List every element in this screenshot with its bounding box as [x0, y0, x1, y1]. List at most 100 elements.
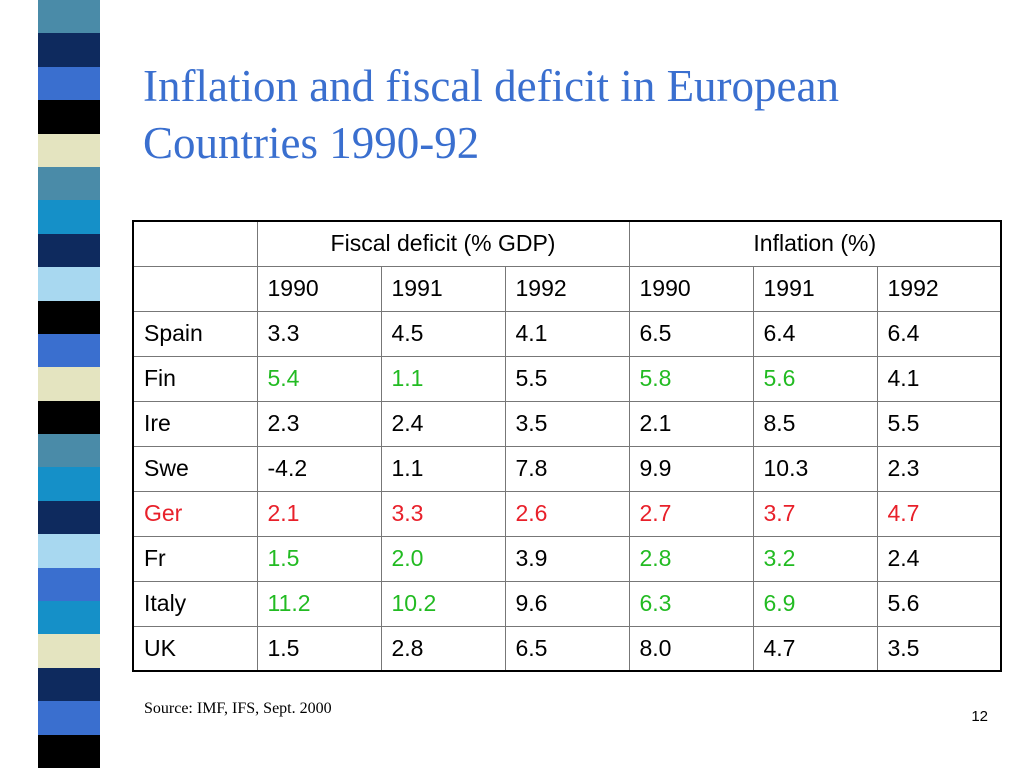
- value-cell: 9.9: [628, 445, 754, 492]
- value-cell: 2.4: [876, 535, 1002, 582]
- stripe-segment: [38, 667, 100, 702]
- country-cell: Swe: [132, 445, 258, 492]
- table-row: Swe -4.2 1.1 7.8 9.9 10.3 2.3: [132, 445, 1002, 492]
- value-cell: 2.3: [876, 445, 1002, 492]
- table-row: Italy 11.2 10.2 9.6 6.3 6.9 5.6: [132, 580, 1002, 627]
- stripe-segment: [38, 66, 100, 101]
- value-cell: 1.1: [380, 355, 506, 402]
- value-cell: 10.3: [752, 445, 878, 492]
- value-cell: 6.5: [504, 625, 630, 672]
- value-cell: 6.4: [876, 310, 1002, 357]
- value-cell: 1.5: [256, 535, 382, 582]
- value-cell: 4.1: [504, 310, 630, 357]
- value-cell: 3.5: [876, 625, 1002, 672]
- value-cell: 8.5: [752, 400, 878, 447]
- stripe-segment: [38, 233, 100, 268]
- country-cell: UK: [132, 625, 258, 672]
- value-cell: 2.6: [504, 490, 630, 537]
- year-header: 1992: [504, 265, 630, 312]
- value-cell: 5.6: [876, 580, 1002, 627]
- value-cell: 10.2: [380, 580, 506, 627]
- stripe-segment: [38, 100, 100, 134]
- table-row: Fin 5.4 1.1 5.5 5.8 5.6 4.1: [132, 355, 1002, 402]
- value-cell: 6.5: [628, 310, 754, 357]
- corner-cell: [132, 220, 258, 267]
- value-cell: 4.7: [752, 625, 878, 672]
- stripe-segment: [38, 434, 100, 468]
- table-row: Fr 1.5 2.0 3.9 2.8 3.2 2.4: [132, 535, 1002, 582]
- table-row: UK 1.5 2.8 6.5 8.0 4.7 3.5: [132, 625, 1002, 672]
- value-cell: 1.5: [256, 625, 382, 672]
- column-group-header: Fiscal deficit (% GDP): [256, 220, 630, 267]
- country-cell: Spain: [132, 310, 258, 357]
- value-cell: 4.5: [380, 310, 506, 357]
- page-number: 12: [971, 708, 988, 725]
- header-year-row: 1990 1991 1992 1990 1991 1992: [132, 265, 1002, 312]
- stripe-segment: [38, 601, 100, 635]
- value-cell: 2.7: [628, 490, 754, 537]
- source-note: Source: IMF, IFS, Sept. 2000: [144, 700, 332, 717]
- value-cell: 3.3: [256, 310, 382, 357]
- stripe-segment: [38, 467, 100, 501]
- stripe-segment: [38, 734, 100, 768]
- value-cell: 2.0: [380, 535, 506, 582]
- stripe-segment: [38, 500, 100, 535]
- value-cell: 2.4: [380, 400, 506, 447]
- column-group-header: Inflation (%): [628, 220, 1002, 267]
- stripe-segment: [38, 300, 100, 334]
- decorative-stripe: [38, 0, 100, 768]
- stripe-segment: [38, 200, 100, 234]
- stripe-segment: [38, 166, 100, 201]
- value-cell: 1.1: [380, 445, 506, 492]
- table-row: Ger 2.1 3.3 2.6 2.7 3.7 4.7: [132, 490, 1002, 537]
- value-cell: 3.2: [752, 535, 878, 582]
- stripe-segment: [38, 367, 100, 401]
- year-header: 1990: [628, 265, 754, 312]
- data-table: Fiscal deficit (% GDP) Inflation (%) 1990 1…: [132, 220, 1002, 672]
- value-cell: 5.5: [504, 355, 630, 402]
- stripe-segment: [38, 634, 100, 668]
- value-cell: 6.4: [752, 310, 878, 357]
- country-cell: Fin: [132, 355, 258, 402]
- country-cell: Fr: [132, 535, 258, 582]
- value-cell: 3.9: [504, 535, 630, 582]
- value-cell: 5.4: [256, 355, 382, 402]
- value-cell: 2.1: [628, 400, 754, 447]
- stripe-segment: [38, 33, 100, 67]
- corner-cell: [132, 265, 258, 312]
- value-cell: 2.1: [256, 490, 382, 537]
- value-cell: 3.7: [752, 490, 878, 537]
- value-cell: 5.5: [876, 400, 1002, 447]
- value-cell: 2.3: [256, 400, 382, 447]
- header-group-row: Fiscal deficit (% GDP) Inflation (%): [132, 220, 1002, 267]
- country-cell: Italy: [132, 580, 258, 627]
- value-cell: 2.8: [628, 535, 754, 582]
- value-cell: 7.8: [504, 445, 630, 492]
- stripe-segment: [38, 534, 100, 568]
- year-header: 1990: [256, 265, 382, 312]
- table-row: Spain 3.3 4.5 4.1 6.5 6.4 6.4: [132, 310, 1002, 357]
- year-header: 1991: [752, 265, 878, 312]
- stripe-segment: [38, 133, 100, 167]
- stripe-segment: [38, 0, 100, 34]
- value-cell: 3.5: [504, 400, 630, 447]
- stripe-segment: [38, 333, 100, 368]
- value-cell: 4.7: [876, 490, 1002, 537]
- stripe-segment: [38, 267, 100, 301]
- value-cell: 8.0: [628, 625, 754, 672]
- stripe-segment: [38, 400, 100, 435]
- value-cell: 4.1: [876, 355, 1002, 402]
- table-row: Ire 2.3 2.4 3.5 2.1 8.5 5.5: [132, 400, 1002, 447]
- value-cell: 3.3: [380, 490, 506, 537]
- year-header: 1991: [380, 265, 506, 312]
- year-header: 1992: [876, 265, 1002, 312]
- value-cell: 2.8: [380, 625, 506, 672]
- value-cell: 9.6: [504, 580, 630, 627]
- value-cell: 5.8: [628, 355, 754, 402]
- stripe-segment: [38, 701, 100, 735]
- slide-title: Inflation and fiscal deficit in European…: [143, 61, 839, 168]
- value-cell: 6.9: [752, 580, 878, 627]
- country-cell: Ire: [132, 400, 258, 447]
- value-cell: 5.6: [752, 355, 878, 402]
- stripe-segment: [38, 567, 100, 602]
